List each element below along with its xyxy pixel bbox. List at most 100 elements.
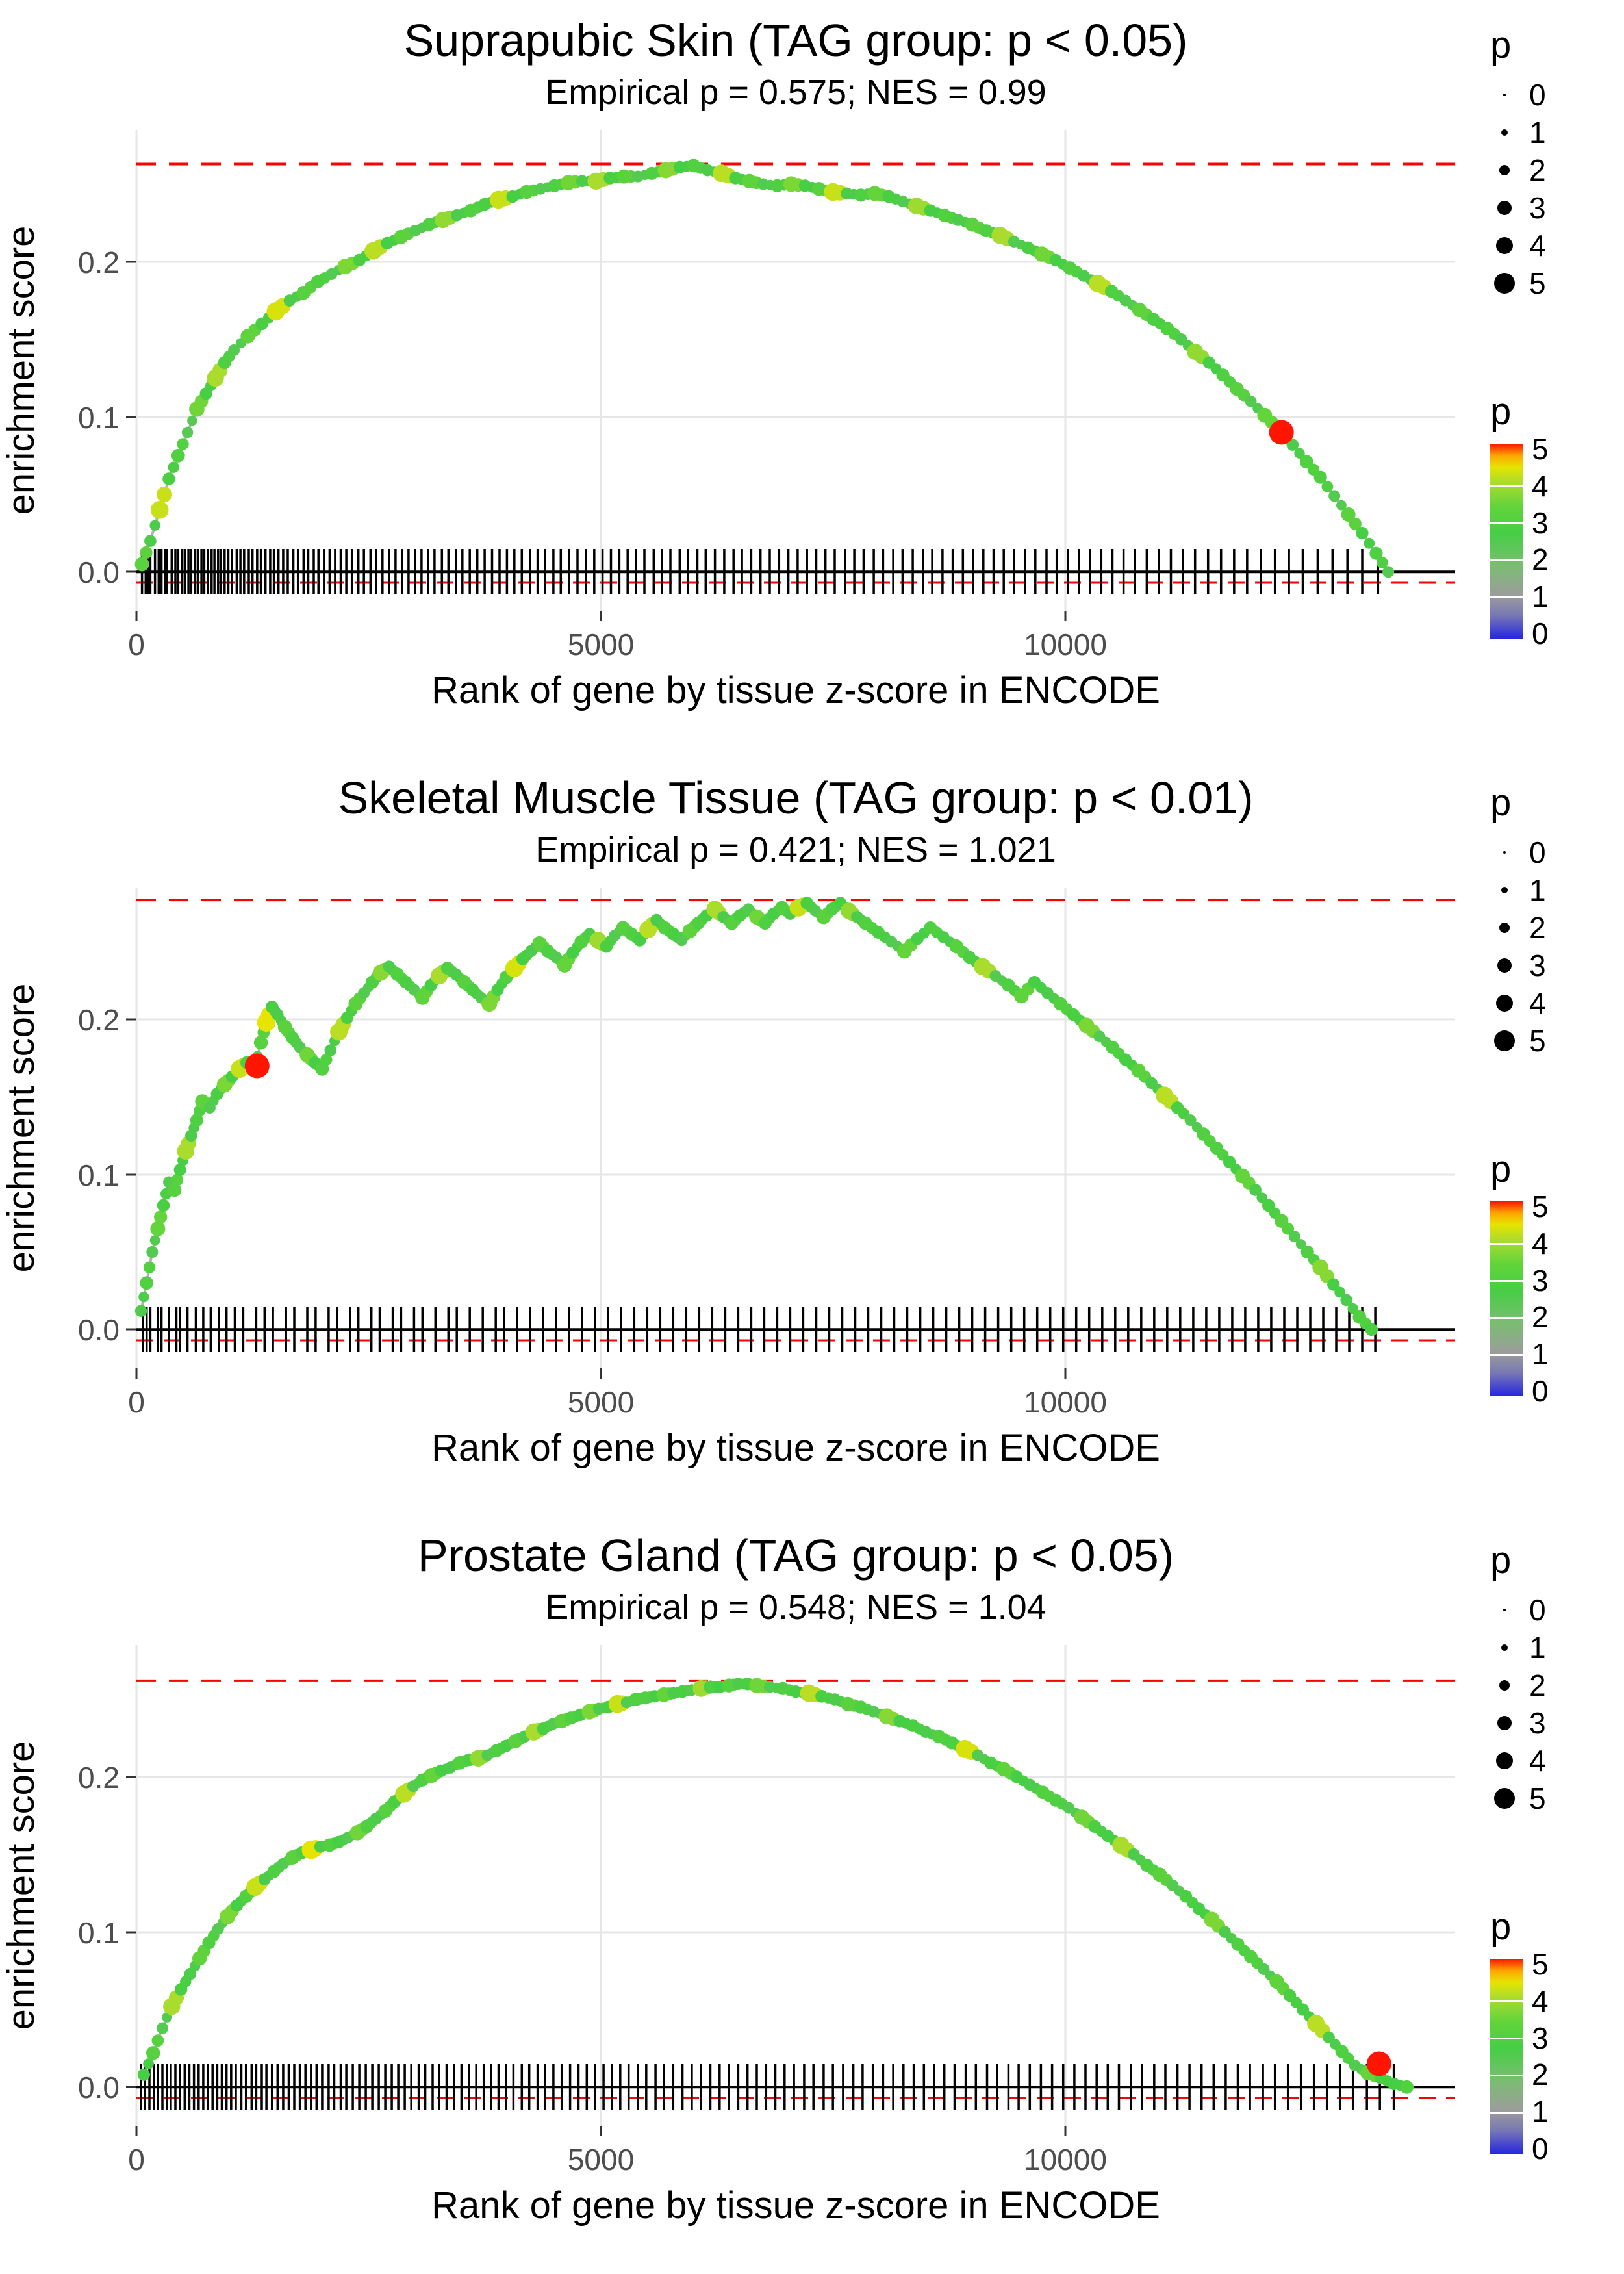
plot-content bbox=[134, 897, 1455, 1352]
color-legend: p 5 4 3 2 1 0 bbox=[1490, 390, 1549, 649]
size-legend-item: 4 bbox=[1490, 227, 1546, 264]
size-legend-item: 0 bbox=[1490, 76, 1546, 114]
colorbar-gradient bbox=[1490, 444, 1523, 639]
curve-points bbox=[137, 1677, 1414, 2094]
size-legend-item: 3 bbox=[1490, 947, 1546, 984]
size-legend-item: 4 bbox=[1490, 1742, 1546, 1780]
plot-svg: Prostate Gland (TAG group: p < 0.05) Emp… bbox=[0, 1530, 1455, 2227]
panel-subtitle: Empirical p = 0.421; NES = 1.021 bbox=[535, 830, 1056, 869]
colorbar-gradient bbox=[1490, 1201, 1523, 1396]
x-axis-title: Rank of gene by tissue z-score in ENCODE bbox=[431, 1427, 1160, 1469]
size-dot-icon bbox=[1494, 1788, 1515, 1809]
legend-column: p 0 1 2 3 4 5 p 5 4 3 2 bbox=[1481, 758, 1624, 1515]
size-legend-item: 3 bbox=[1490, 1704, 1546, 1742]
size-dot-icon bbox=[1497, 1716, 1512, 1730]
colorbar-tick bbox=[1490, 1280, 1523, 1282]
legend-column: p 0 1 2 3 4 5 p 5 4 3 2 bbox=[1481, 1515, 1624, 2273]
size-legend-label: 3 bbox=[1529, 191, 1546, 225]
colorbar-tick bbox=[1490, 559, 1523, 561]
size-legend-label: 3 bbox=[1529, 1706, 1546, 1740]
panel-subtitle: Empirical p = 0.548; NES = 1.04 bbox=[545, 1588, 1046, 1627]
size-legend-title: p bbox=[1490, 1539, 1512, 1581]
x-axis-title: Rank of gene by tissue z-score in ENCODE bbox=[431, 669, 1160, 711]
color-legend-title: p bbox=[1490, 390, 1512, 433]
size-legend-item: 5 bbox=[1490, 1022, 1546, 1060]
panel-title: Suprapubic Skin (TAG group: p < 0.05) bbox=[404, 15, 1188, 66]
panel-title: Prostate Gland (TAG group: p < 0.05) bbox=[418, 1530, 1174, 1581]
colorbar-tick bbox=[1490, 596, 1523, 598]
enrichment-curve bbox=[140, 164, 1389, 573]
gridlines bbox=[135, 1645, 1455, 2126]
highlight-point bbox=[244, 1053, 270, 1079]
color-legend-title: p bbox=[1490, 1906, 1512, 1948]
size-legend-item: 5 bbox=[1490, 1780, 1546, 1817]
size-legend-item: 2 bbox=[1490, 909, 1546, 947]
colorbar-label: 0 bbox=[1532, 617, 1549, 650]
colorbar-label: 2 bbox=[1532, 543, 1549, 576]
size-dot-icon bbox=[1496, 995, 1513, 1012]
x-tick-label: 10000 bbox=[1024, 628, 1107, 661]
panel-title: Skeletal Muscle Tissue (TAG group: p < 0… bbox=[338, 773, 1253, 823]
plot-content bbox=[134, 159, 1455, 594]
colorbar-label: 2 bbox=[1532, 1300, 1549, 1334]
colorbar: 5 4 3 2 1 0 bbox=[1490, 1191, 1549, 1407]
size-dot-icon bbox=[1497, 958, 1512, 973]
x-tick-label: 5000 bbox=[568, 628, 634, 661]
size-dot-icon bbox=[1496, 1752, 1513, 1769]
size-dot-icon bbox=[1503, 1609, 1506, 1611]
size-legend-item: 1 bbox=[1490, 1629, 1546, 1667]
plot-svg: Skeletal Muscle Tissue (TAG group: p < 0… bbox=[0, 773, 1455, 1469]
plot-content bbox=[136, 1677, 1455, 2110]
gridlines bbox=[135, 130, 1455, 611]
panel-subtitle: Empirical p = 0.575; NES = 0.99 bbox=[545, 73, 1046, 112]
size-dot-icon bbox=[1501, 1644, 1508, 1651]
size-legend-item: 2 bbox=[1490, 151, 1546, 189]
plot-area: Skeletal Muscle Tissue (TAG group: p < 0… bbox=[0, 758, 1481, 1515]
colorbar-tick bbox=[1490, 1354, 1523, 1356]
x-tick-label: 5000 bbox=[568, 2143, 634, 2177]
y-tick-label: 0.1 bbox=[78, 401, 120, 435]
size-legend-label: 2 bbox=[1529, 153, 1546, 187]
size-legend-label: 0 bbox=[1529, 78, 1546, 112]
color-legend: p 5 4 3 2 1 0 bbox=[1490, 1905, 1549, 2164]
x-tick-label: 5000 bbox=[568, 1385, 634, 1419]
size-legend: p 0 1 2 3 4 5 bbox=[1490, 781, 1546, 1060]
size-legend-item: 1 bbox=[1490, 871, 1546, 909]
colorbar-label: 0 bbox=[1532, 1374, 1549, 1408]
gsea-panel-suprapubic-skin: Suprapubic Skin (TAG group: p < 0.05) Em… bbox=[0, 0, 1624, 758]
size-dot-icon bbox=[1503, 94, 1506, 96]
size-legend-label: 4 bbox=[1529, 1744, 1546, 1778]
highlight-point bbox=[1366, 2051, 1391, 2076]
rug bbox=[140, 549, 1380, 594]
highlight-point bbox=[1269, 420, 1294, 445]
y-tick-label: 0.2 bbox=[78, 1761, 120, 1795]
size-legend-label: 5 bbox=[1529, 1024, 1546, 1058]
size-dot-icon bbox=[1499, 923, 1510, 933]
gridlines bbox=[135, 888, 1455, 1368]
colorbar-label: 3 bbox=[1532, 506, 1549, 540]
colorbar-label: 1 bbox=[1532, 1337, 1549, 1371]
size-dot-icon bbox=[1501, 887, 1508, 893]
size-legend-title: p bbox=[1490, 782, 1512, 824]
colorbar-tick bbox=[1490, 2112, 1523, 2114]
y-axis-title: enrichment score bbox=[0, 226, 42, 515]
colorbar-label: 5 bbox=[1532, 1190, 1549, 1223]
size-legend-title: p bbox=[1490, 24, 1512, 66]
y-tick-label: 0.0 bbox=[78, 556, 120, 589]
colorbar-tick bbox=[1490, 2000, 1523, 2002]
rug bbox=[140, 2064, 1395, 2110]
size-legend-item: 1 bbox=[1490, 114, 1546, 151]
y-axis-title: enrichment score bbox=[0, 984, 42, 1273]
colorbar-tick bbox=[1490, 2038, 1523, 2039]
size-legend-label: 5 bbox=[1529, 1782, 1546, 1815]
color-legend-title: p bbox=[1490, 1148, 1512, 1190]
size-legend-label: 2 bbox=[1529, 911, 1546, 945]
size-legend-label: 2 bbox=[1529, 1668, 1546, 1702]
size-legend-label: 5 bbox=[1529, 266, 1546, 300]
y-tick-label: 0.1 bbox=[78, 1916, 120, 1950]
colorbar-label: 1 bbox=[1532, 2095, 1549, 2128]
size-dot-icon bbox=[1501, 129, 1508, 136]
curve-points bbox=[134, 897, 1378, 1336]
size-legend-item: 3 bbox=[1490, 189, 1546, 227]
size-legend-item: 2 bbox=[1490, 1667, 1546, 1704]
